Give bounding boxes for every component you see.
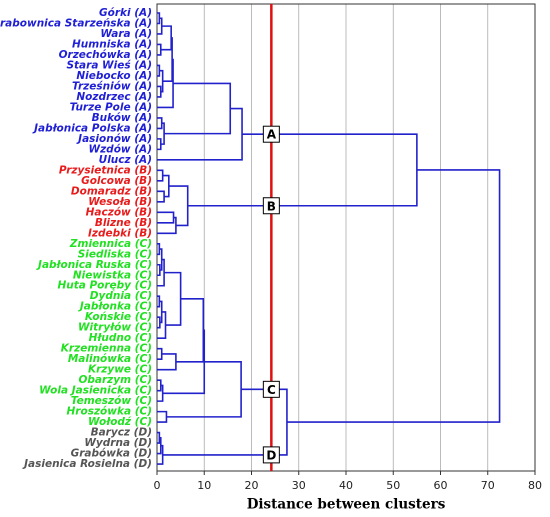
- leaf-label: Niewistka (C): [73, 269, 152, 281]
- dendrogram-link: [157, 190, 165, 203]
- leaf-label: Jabłonica Polska (A): [32, 122, 152, 134]
- cluster-box: [262, 197, 280, 215]
- leaf-label: Grabówka (D): [71, 448, 152, 460]
- dendrogram-link: [157, 379, 162, 392]
- leaf-label: Malinówka (C): [68, 353, 152, 365]
- leaf-label: Haczów (B): [86, 206, 152, 218]
- leaf-label: Siedliska (C): [78, 248, 152, 260]
- x-tick-label: 80: [528, 479, 542, 492]
- leaf-label: Zmiennica (C): [69, 238, 152, 250]
- leaf-label: Domaradz (B): [71, 185, 152, 197]
- leaf-label: Wesoła (B): [88, 196, 152, 208]
- leaf-label: Buków (A): [92, 112, 152, 124]
- x-tick-label: 60: [434, 479, 448, 492]
- x-tick-label: 20: [245, 479, 259, 492]
- x-tick-label: 10: [197, 479, 211, 492]
- leaf-label: Nozdrzec (A): [76, 91, 152, 103]
- dendrogram-link: [286, 169, 501, 423]
- leaf-label: Obarzym (C): [78, 374, 152, 386]
- leaf-label: Wola Jasienicka (C): [39, 385, 152, 397]
- x-tick-label: 40: [339, 479, 353, 492]
- leaf-label: Górki (A): [99, 7, 152, 19]
- leaf-label: Hłudno (C): [89, 332, 152, 344]
- dendrogram-link: [157, 138, 162, 151]
- dendrogram-link: [157, 258, 165, 287]
- cluster-label: B: [267, 199, 276, 213]
- leaf-label: Ulucz (A): [99, 154, 152, 166]
- leaf-label: Blizne (B): [95, 217, 152, 229]
- leaf-label: Turze Pole (A): [70, 101, 152, 113]
- leaf-label: Stara Wieś (A): [66, 59, 152, 71]
- leaf-label: Jasionów (A): [76, 133, 152, 145]
- leaf-label: Krzemienna (C): [61, 343, 152, 355]
- dendrogram-link: [164, 82, 232, 135]
- x-tick-label: 0: [154, 479, 161, 492]
- leaf-label: Jasienica Rosielna (D): [22, 458, 152, 470]
- leaf-label: Golcowa (B): [81, 175, 152, 187]
- dendrogram-link: [162, 388, 288, 456]
- dendrogram-link: [157, 169, 164, 182]
- dendrogram-link: [160, 122, 165, 145]
- leaf-label: Jabłonka (C): [78, 301, 152, 313]
- dendrogram-link: [157, 384, 164, 402]
- cluster-box: [262, 380, 280, 398]
- cluster-label: A: [267, 128, 277, 142]
- leaf-label: Wara (A): [100, 28, 152, 40]
- dendrogram-link: [157, 211, 175, 224]
- dendrogram-link: [187, 133, 418, 207]
- leaf-label: Orzechówka (A): [59, 49, 152, 61]
- leaf-label: Końskie (C): [85, 311, 152, 323]
- dendrogram-link: [157, 85, 162, 98]
- cluster-label: D: [266, 448, 276, 462]
- dendrogram-link: [164, 271, 182, 326]
- leaf-label: Jabłonica Ruska (C): [36, 259, 152, 271]
- leaf-label: Grabownica Starzeńska (A): [0, 17, 152, 29]
- leaf-label: Trześniów (A): [72, 80, 152, 92]
- leaf-label: Witryłów (C): [78, 322, 152, 334]
- cluster-box: [262, 125, 280, 143]
- x-tick-label: 30: [292, 479, 306, 492]
- plot-frame: [156, 3, 536, 472]
- leaf-label: Niebocko (A): [76, 70, 152, 82]
- dendrogram-link: [157, 117, 163, 130]
- cluster-box: [262, 446, 280, 464]
- leaf-label: Humniska (A): [72, 38, 152, 50]
- dendrogram-link: [157, 43, 162, 56]
- leaf-label: Barycz (D): [91, 427, 152, 439]
- leaf-label: Dydnia (C): [90, 290, 152, 302]
- cluster-label: C: [267, 383, 276, 397]
- leaf-label: Temeszów (C): [71, 395, 152, 407]
- leaf-label: Hroszówka (C): [67, 406, 152, 418]
- leaf-label: Huta Poręby (C): [57, 280, 152, 292]
- x-tick-label: 50: [386, 479, 400, 492]
- leaf-label: Wołodź (C): [88, 416, 152, 428]
- dendrogram-link: [168, 185, 189, 227]
- leaf-label: Wydrna (D): [84, 437, 152, 449]
- dendrogram-link: [157, 347, 163, 360]
- leaf-label: Izdebki (B): [88, 227, 152, 239]
- x-axis-label: Distance between clusters: [247, 497, 446, 513]
- dendrogram-link: [157, 410, 168, 423]
- leaf-label: Wzdów (A): [88, 143, 152, 155]
- leaf-label: Krzywe (C): [88, 364, 152, 376]
- dendrogram-link: [157, 444, 164, 465]
- leaf-label: Przysietnica (B): [59, 164, 152, 176]
- dendrogram-link: [157, 353, 177, 371]
- x-tick-label: 70: [481, 479, 495, 492]
